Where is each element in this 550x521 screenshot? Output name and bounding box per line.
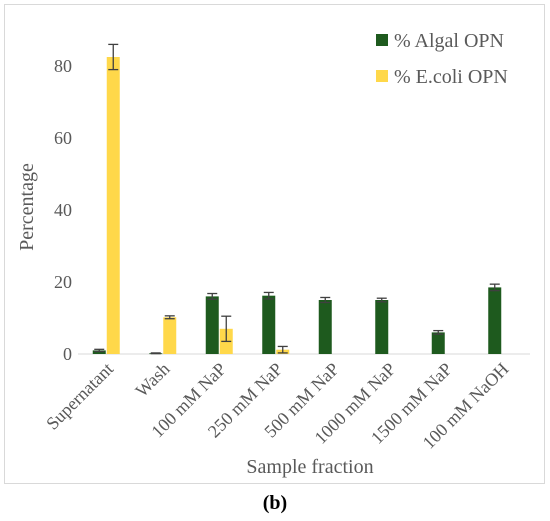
bars bbox=[92, 57, 502, 355]
legend-swatch bbox=[376, 70, 388, 82]
bar-algal bbox=[375, 300, 389, 354]
bar-algal bbox=[431, 332, 445, 354]
legend-label: % Algal OPN bbox=[394, 30, 504, 52]
legend: % Algal OPN % E.coli OPN bbox=[376, 30, 508, 88]
y-tick-label: 40 bbox=[54, 200, 72, 220]
y-tick-label: 0 bbox=[63, 344, 72, 364]
legend-label: % E.coli OPN bbox=[394, 66, 508, 88]
bar-algal bbox=[488, 287, 502, 354]
bar-algal bbox=[92, 350, 106, 354]
y-axis-title: Percentage bbox=[16, 163, 38, 251]
y-tick-label: 80 bbox=[54, 56, 72, 76]
y-axis-ticks: 0 20 40 60 80 bbox=[54, 56, 72, 364]
legend-swatch bbox=[376, 34, 388, 46]
bar-algal bbox=[262, 295, 276, 354]
bar-algal bbox=[318, 300, 332, 354]
x-tick-label: Wash bbox=[131, 359, 173, 401]
error-bars bbox=[94, 43, 500, 355]
y-tick-label: 20 bbox=[54, 272, 72, 292]
x-tick-label: Supernatant bbox=[42, 359, 117, 434]
bar-ecoli bbox=[163, 317, 177, 354]
panel-label-text: (b) bbox=[262, 492, 288, 514]
bar-algal bbox=[205, 296, 219, 354]
chart-frame bbox=[4, 4, 545, 484]
x-axis-title: Sample fraction bbox=[246, 456, 373, 478]
y-tick-label: 60 bbox=[54, 128, 72, 148]
bar-ecoli bbox=[106, 57, 120, 354]
panel-label: (b) bbox=[0, 492, 550, 515]
